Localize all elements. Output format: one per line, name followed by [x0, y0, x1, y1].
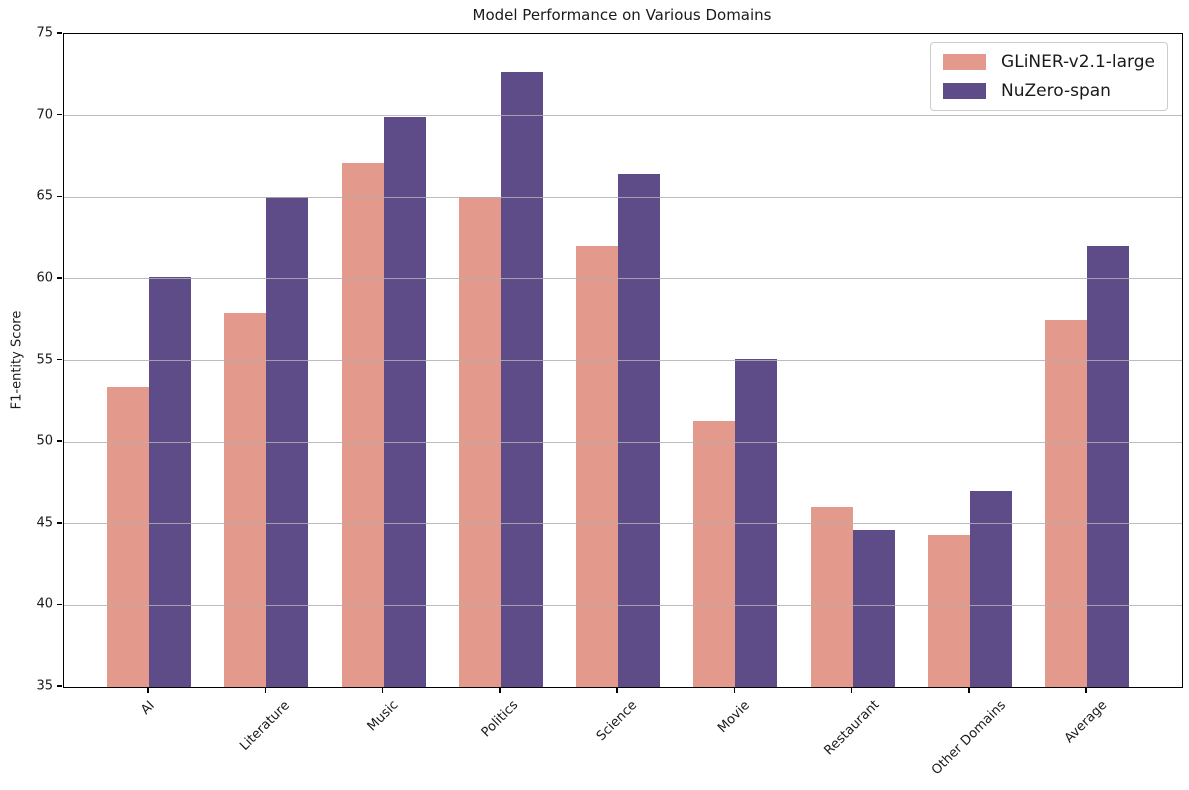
bar-gliner-v2-1-large-movie	[693, 420, 736, 687]
bar-gliner-v2-1-large-ai	[107, 386, 149, 687]
bar-nuzero-span-movie	[735, 358, 778, 687]
x-tick-label-average: Average	[1061, 697, 1111, 747]
x-tick-mark-music	[381, 687, 384, 693]
x-tick-label-politics: Politics	[478, 697, 522, 741]
gridline-y-70	[64, 115, 1182, 117]
legend-label: NuZero-span	[1001, 81, 1111, 101]
bar-nuzero-span-other-domains	[969, 491, 1012, 687]
bar-nuzero-span-literature	[266, 197, 309, 687]
legend-item-nuzero-span: NuZero-span	[943, 81, 1155, 101]
x-tick-mark-average	[1085, 687, 1087, 693]
y-tick-mark-40	[56, 603, 62, 606]
bar-gliner-v2-1-large-music	[341, 162, 384, 687]
x-tick-label-ai: AI	[138, 698, 158, 718]
x-tick-mark-restaurant	[850, 687, 853, 693]
x-tick-label-other-domains: Other Domains	[928, 697, 1009, 778]
y-tick-label-50: 50	[36, 433, 53, 449]
y-tick-label-65: 65	[36, 188, 53, 204]
bar-gliner-v2-1-large-average	[1045, 319, 1088, 687]
y-tick-label-55: 55	[36, 352, 53, 367]
y-tick-mark-55	[56, 358, 62, 361]
bar-nuzero-span-restaurant	[852, 530, 895, 687]
bar-nuzero-span-ai	[149, 277, 191, 687]
legend-label: GLiNER-v2.1-large	[1001, 52, 1155, 72]
y-tick-label-40: 40	[36, 596, 53, 612]
y-tick-mark-75	[56, 32, 62, 34]
x-tick-label-restaurant: Restaurant	[821, 697, 882, 759]
x-tick-mark-movie	[733, 687, 736, 693]
bar-nuzero-span-science	[618, 174, 661, 687]
bar-gliner-v2-1-large-other-domains	[927, 535, 970, 687]
y-tick-label-35: 35	[36, 678, 53, 694]
x-tick-label-science: Science	[593, 697, 641, 745]
y-tick-mark-60	[56, 277, 62, 279]
y-tick-label-70: 70	[36, 107, 53, 123]
legend-item-gliner-v2-1-large: GLiNER-v2.1-large	[943, 52, 1155, 72]
x-tick-mark-other-domains	[968, 687, 970, 693]
bar-gliner-v2-1-large-science	[576, 246, 619, 687]
y-tick-mark-65	[56, 195, 62, 197]
legend-swatch-nuzero-span	[943, 83, 987, 99]
x-tick-mark-science	[616, 687, 618, 693]
y-tick-label-75: 75	[36, 25, 53, 41]
bar-gliner-v2-1-large-restaurant	[810, 507, 853, 687]
y-tick-mark-70	[56, 113, 62, 116]
y-axis-label: F1-entity Score	[9, 310, 25, 410]
x-tick-label-movie: Movie	[715, 697, 754, 736]
x-tick-mark-ai	[147, 687, 149, 693]
plot-area	[63, 33, 1183, 688]
x-tick-mark-literature	[264, 687, 266, 693]
bar-nuzero-span-music	[383, 117, 426, 687]
y-tick-mark-45	[56, 522, 62, 524]
legend-swatch-gliner-v2-1-large	[943, 54, 987, 70]
x-tick-label-music: Music	[364, 697, 401, 735]
y-tick-mark-50	[56, 440, 62, 442]
x-tick-mark-politics	[499, 687, 501, 693]
bar-gliner-v2-1-large-politics	[458, 197, 501, 687]
legend: GLiNER-v2.1-large NuZero-span	[930, 42, 1168, 111]
chart-title: Model Performance on Various Domains	[472, 6, 772, 24]
bar-nuzero-span-politics	[500, 71, 543, 687]
bar-nuzero-span-average	[1087, 246, 1130, 687]
y-tick-label-60: 60	[36, 270, 53, 286]
x-tick-label-literature: Literature	[237, 698, 294, 754]
y-tick-mark-35	[56, 685, 62, 687]
bar-gliner-v2-1-large-literature	[224, 313, 267, 687]
y-tick-label-45: 45	[36, 515, 53, 531]
